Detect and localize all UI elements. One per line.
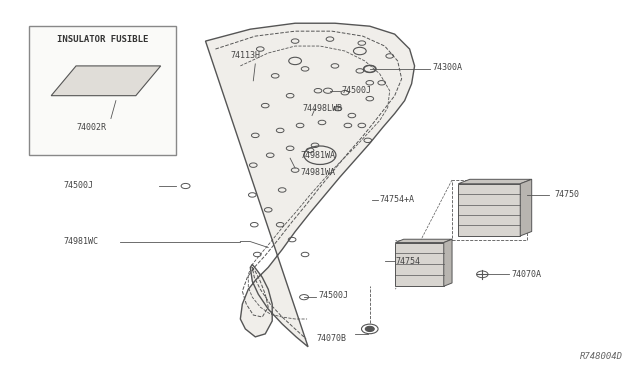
Text: 74981WA: 74981WA [300, 151, 335, 160]
Text: 74070B: 74070B [316, 334, 346, 343]
Polygon shape [458, 179, 532, 184]
Text: 74113H: 74113H [230, 51, 260, 61]
Text: INSULATOR FUSIBLE: INSULATOR FUSIBLE [57, 35, 148, 44]
Text: 74750: 74750 [554, 190, 579, 199]
Polygon shape [396, 243, 444, 286]
Text: 74981WC: 74981WC [63, 237, 98, 246]
Text: 74070A: 74070A [511, 270, 541, 279]
Polygon shape [396, 239, 452, 243]
Text: 74002R: 74002R [76, 124, 106, 132]
Text: 74754: 74754 [396, 257, 420, 266]
Text: 74500J: 74500J [318, 291, 348, 300]
Circle shape [365, 326, 374, 331]
Text: 74300A: 74300A [433, 63, 463, 73]
Text: 74500J: 74500J [63, 182, 93, 190]
Text: 74754+A: 74754+A [380, 195, 415, 204]
Polygon shape [520, 179, 532, 236]
Text: 74981WA: 74981WA [300, 168, 335, 177]
Text: 74498LWB: 74498LWB [302, 104, 342, 113]
Text: R748004D: R748004D [580, 352, 623, 361]
FancyBboxPatch shape [29, 26, 175, 155]
Polygon shape [51, 66, 161, 96]
Polygon shape [444, 239, 452, 286]
Polygon shape [205, 23, 415, 347]
Polygon shape [458, 184, 520, 236]
Text: 74500J: 74500J [342, 86, 372, 95]
